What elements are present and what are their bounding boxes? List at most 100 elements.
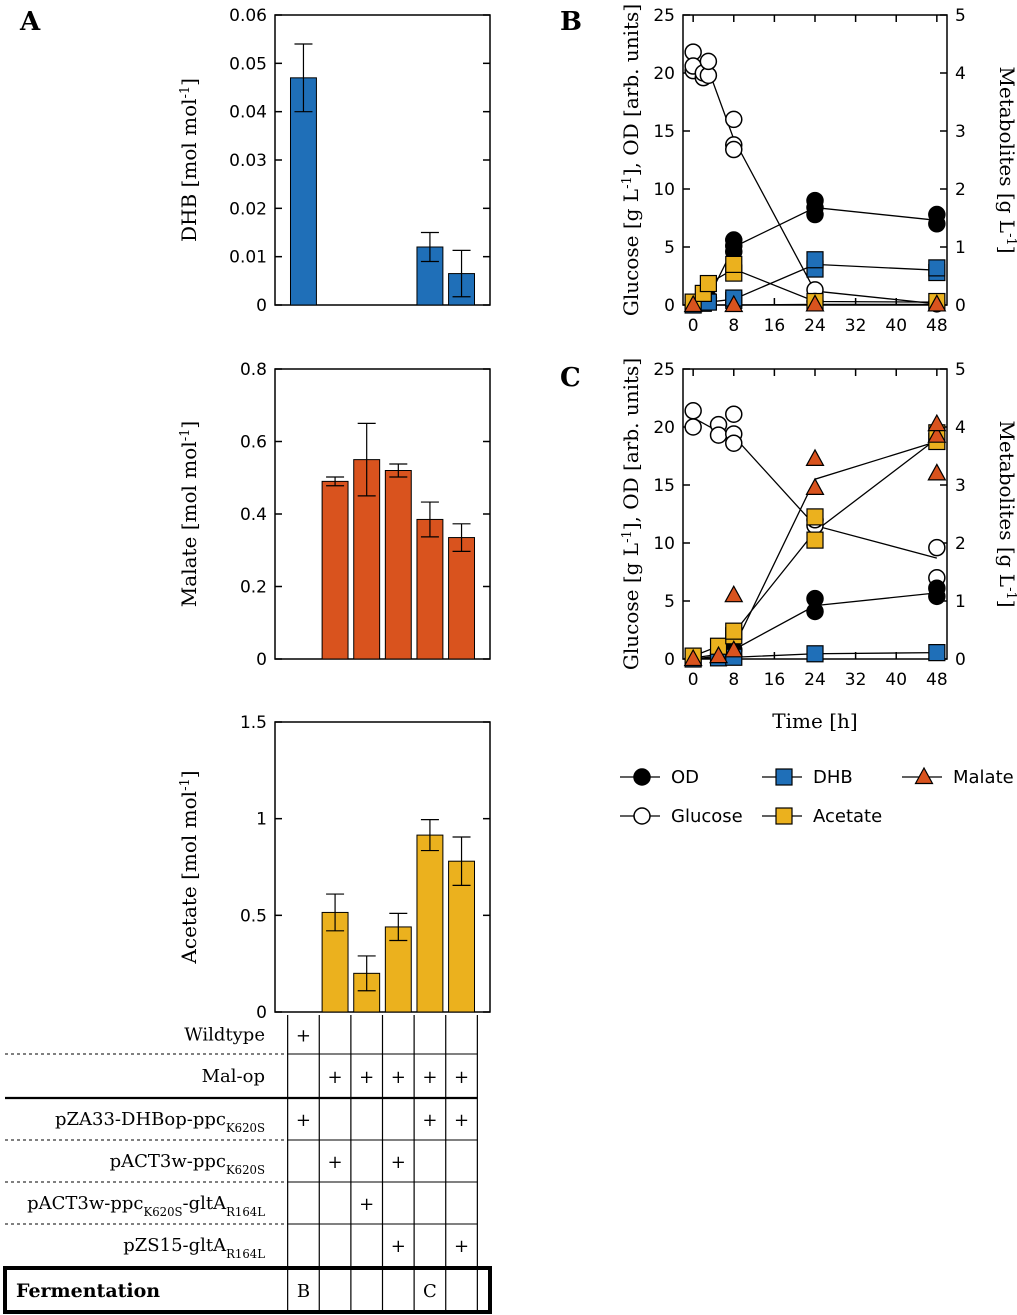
fermentation_C-point-malate bbox=[724, 640, 744, 658]
fermentation_B-xtick-label: 48 bbox=[926, 316, 948, 336]
legend-dhb-label: DHB bbox=[813, 767, 853, 788]
acetate_bar-bar bbox=[384, 926, 412, 1013]
table-row-label-part-0: pZS15-gltA bbox=[123, 1235, 227, 1256]
table-row-label-part-0: Wildtype bbox=[184, 1025, 265, 1046]
acetate_bar-frame bbox=[274, 721, 491, 1013]
malate_bar-ylabel-part-0: Malate [mol mol bbox=[177, 441, 201, 607]
dhb_bar-bar bbox=[416, 246, 444, 306]
acetate_bar-bar bbox=[416, 834, 444, 1013]
fermentation_C-ylabel-right-part-2: ] bbox=[995, 600, 1017, 608]
table-mark: + bbox=[422, 1067, 437, 1088]
table-mark: + bbox=[359, 1067, 374, 1088]
legend-od-label: OD bbox=[671, 767, 699, 788]
fermentation_B-ylabel-right-part-1: -1 bbox=[1004, 233, 1017, 246]
malate_bar-bar bbox=[321, 480, 349, 660]
acetate_bar-ytick-label: 0 bbox=[256, 1003, 267, 1023]
fermentation-label: Fermentation bbox=[16, 1280, 160, 1302]
fermentation_C-point-glucose bbox=[725, 405, 743, 423]
acetate_bar-ylabel-part-1: -1 bbox=[178, 778, 193, 791]
fermentation_C-point-glucose bbox=[684, 402, 702, 420]
acetate_bar-ylabel-part-0: Acetate [mol mol bbox=[177, 791, 201, 965]
fermentation_C-ylabel-left: Glucose [g L-1], OD [arb. units] bbox=[619, 358, 643, 670]
fermentation_B-xtick-label: 16 bbox=[764, 316, 786, 336]
fermentation_B-ytick-left-label: 25 bbox=[653, 6, 675, 26]
fermentation_C-ytick-left-label: 15 bbox=[653, 476, 675, 496]
fermentation_B-ytick-right-label: 2 bbox=[955, 180, 966, 200]
fermentation_B-point-acetate bbox=[699, 274, 717, 293]
table-row-label-part-1: K620S bbox=[226, 1121, 265, 1135]
table-mark: + bbox=[422, 1110, 437, 1131]
panel-label-a: A bbox=[19, 7, 41, 37]
table-row-label: Mal-op bbox=[202, 1066, 265, 1087]
malate_bar-ytick-label: 0.4 bbox=[240, 505, 267, 525]
fermentation_C-xtick-label: 32 bbox=[845, 670, 867, 690]
fermentation_B-point-malate bbox=[805, 294, 825, 312]
fermentation_C-xtick-label: 8 bbox=[728, 670, 739, 690]
fermentation-mark: C bbox=[423, 1281, 437, 1302]
fermentation_B-point-malate bbox=[927, 294, 947, 312]
fermentation_C-ylabel-right-part-1: -1 bbox=[1004, 587, 1017, 600]
fermentation_B-ylabel-left-part-2: ], OD [arb. units] bbox=[619, 4, 643, 176]
table-row-label: pACT3w-ppcK620S bbox=[110, 1151, 265, 1177]
dhb_bar-ylabel-part-1: -1 bbox=[178, 86, 193, 99]
table-row-label-part-1: R164L bbox=[226, 1247, 265, 1261]
fermentation_B-ylabel-right-part-0: Metabolites [g L bbox=[995, 66, 1017, 233]
acetate_bar-ylabel-part-2: ] bbox=[177, 770, 201, 778]
fermentation_B-point-glucose bbox=[725, 110, 743, 129]
fermentation_C-xtick-label: 16 bbox=[764, 670, 786, 690]
fermentation_B-ytick-right-label: 1 bbox=[955, 238, 966, 258]
fermentation_C-point-malate bbox=[927, 425, 947, 443]
table-mark: + bbox=[359, 1194, 374, 1215]
fermentation_C-point-malate bbox=[683, 648, 703, 667]
acetate_bar-ytick-label: 0.5 bbox=[240, 906, 267, 926]
malate_bar-bar bbox=[448, 537, 476, 660]
legend-acetate-marker bbox=[775, 807, 793, 825]
table-mark: + bbox=[454, 1067, 469, 1088]
fermentation_C-ylabel-right: Metabolites [g L-1] bbox=[995, 420, 1017, 607]
fermentation_B-ytick-right-label: 5 bbox=[955, 6, 966, 26]
legend-acetate-label: Acetate bbox=[813, 806, 882, 827]
table-row-label-part-3: R164L bbox=[226, 1205, 265, 1219]
fermentation_B-xtick-label: 0 bbox=[688, 316, 699, 336]
dhb_bar-ytick-label: 0.02 bbox=[229, 199, 267, 219]
malate_bar-ytick-label: 0.8 bbox=[240, 360, 267, 380]
fermentation_B-point-od bbox=[725, 231, 743, 249]
fermentation-mark: B bbox=[297, 1281, 310, 1302]
fermentation_C-ytick-right-label: 2 bbox=[955, 534, 966, 554]
fermentation_B-ytick-right-label: 0 bbox=[955, 296, 966, 316]
table-row-label-part-1: K620S bbox=[143, 1205, 182, 1219]
fermentation_B-ytick-left-label: 10 bbox=[653, 180, 675, 200]
dhb_bar-bar bbox=[289, 77, 317, 306]
fermentation_C-ylabel-left-part-1: -1 bbox=[620, 530, 635, 543]
fermentation_C-ytick-left-label: 10 bbox=[653, 534, 675, 554]
fermentation_C-point-glucose bbox=[928, 538, 946, 557]
fermentation_C-ytick-right-label: 5 bbox=[955, 360, 966, 380]
fermentation_C-xtick-label: 40 bbox=[885, 670, 907, 690]
table-mark: + bbox=[296, 1110, 311, 1131]
table-row-label-part-1: K620S bbox=[226, 1163, 265, 1177]
table-row-label-part-0: Mal-op bbox=[202, 1066, 265, 1087]
fermentation_C-point-glucose bbox=[709, 426, 728, 444]
fermentation_C-ytick-left-label: 25 bbox=[653, 360, 675, 380]
dhb_bar-ytick-label: 0.01 bbox=[229, 248, 267, 268]
dhb_bar-ylabel-part-2: ] bbox=[177, 78, 201, 86]
table-mark: + bbox=[328, 1152, 343, 1173]
fermentation_C-point-malate bbox=[724, 584, 744, 603]
panel-label-b: B bbox=[560, 7, 582, 37]
table-row-label-part-2: -gltA bbox=[183, 1193, 228, 1214]
acetate_bar-bar bbox=[448, 860, 476, 1013]
malate_bar-ytick-label: 0.6 bbox=[240, 433, 267, 453]
fermentation_C-ytick-right-label: 3 bbox=[955, 476, 966, 496]
acetate_bar-ylabel: Acetate [mol mol-1] bbox=[177, 770, 201, 964]
fermentation_B-ytick-left-label: 0 bbox=[664, 296, 675, 316]
fermentation_C-point-acetate bbox=[725, 622, 743, 640]
fermentation_B-ytick-right-label: 4 bbox=[955, 64, 966, 84]
dhb_bar-ytick-label: 0.04 bbox=[229, 103, 267, 123]
malate_bar-bar bbox=[416, 518, 444, 660]
table-mark: + bbox=[391, 1067, 406, 1088]
malate_bar-ytick-label: 0 bbox=[256, 650, 267, 670]
fermentation_B-point-acetate bbox=[725, 255, 743, 273]
legend-malate-marker bbox=[914, 766, 934, 785]
legend-glucose-label: Glucose bbox=[671, 806, 743, 827]
